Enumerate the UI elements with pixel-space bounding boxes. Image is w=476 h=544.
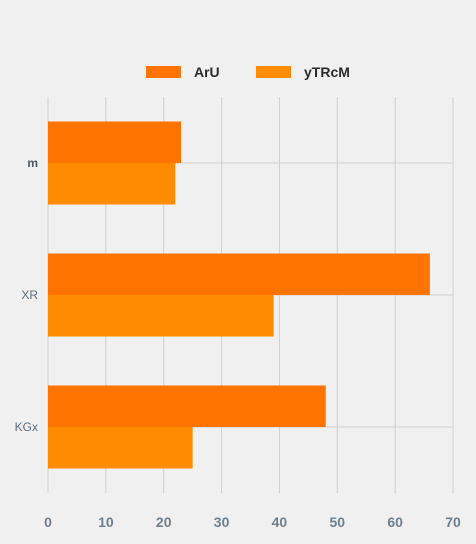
bar-yTRcM-KGx: [48, 427, 193, 469]
y-axis-ticks: m XR KGx: [15, 156, 39, 434]
legend: ArU yTRcM: [146, 64, 350, 80]
legend-swatch: [256, 66, 291, 78]
x-tick-label: 50: [329, 514, 345, 530]
x-tick-label: 30: [214, 514, 230, 530]
x-tick-label: 20: [156, 514, 172, 530]
x-axis-ticks: 0 10 20 30 40 50 60 70: [44, 514, 461, 530]
legend-swatch: [146, 66, 181, 78]
x-tick-label: 60: [387, 514, 403, 530]
x-tick-label: 70: [445, 514, 461, 530]
x-tick-label: 0: [44, 514, 52, 530]
bar-ArU-XR: [48, 253, 430, 295]
legend-label: yTRcM: [304, 64, 350, 80]
bar-yTRcM-XR: [48, 295, 274, 337]
legend-label: ArU: [194, 64, 220, 80]
y-tick-label: KGx: [15, 420, 38, 434]
y-tick-label: m: [27, 156, 38, 170]
bar-ArU-KGx: [48, 385, 326, 427]
bar-ArU-m: [48, 121, 182, 163]
y-tick-label: XR: [21, 288, 38, 302]
bar-yTRcM-m: [48, 163, 176, 205]
x-tick-label: 10: [98, 514, 114, 530]
bars: [48, 121, 430, 469]
x-tick-label: 40: [272, 514, 288, 530]
